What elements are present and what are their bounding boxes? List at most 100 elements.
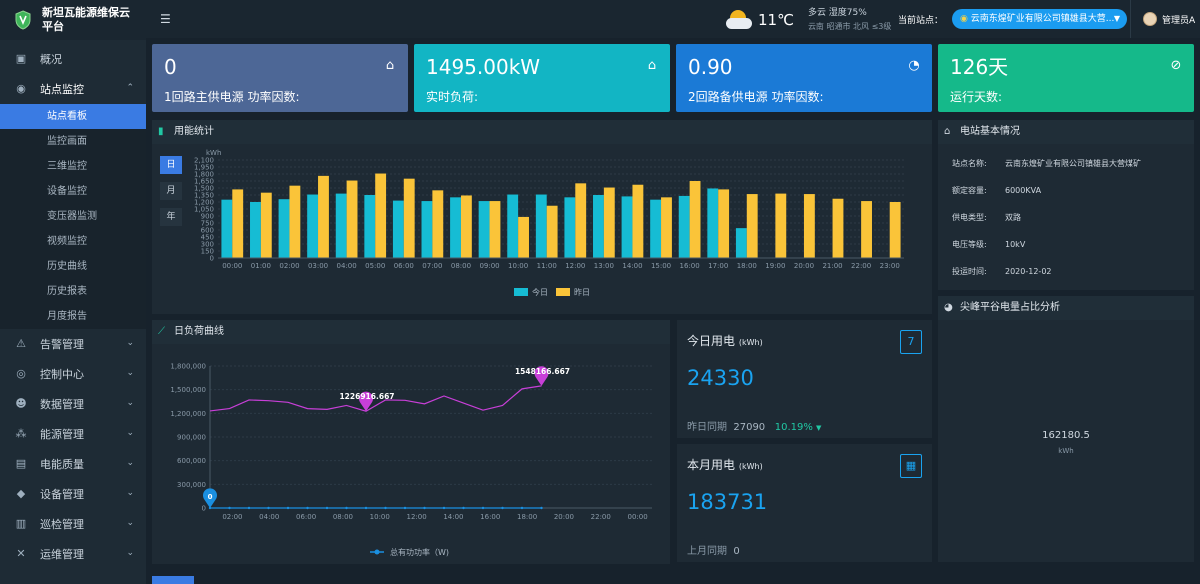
x-tick-label: 22:00 (591, 513, 611, 521)
bar-today (650, 199, 662, 258)
bar-yesterday (861, 201, 872, 258)
user-menu[interactable]: 管理员A (1130, 0, 1200, 38)
x-tick-label: 15:00 (651, 262, 671, 270)
x-tick-label: 03:00 (308, 262, 328, 270)
sidebar-subitem-4[interactable]: 变压器监测 (0, 204, 146, 229)
marker-label: 1226916.667 (339, 392, 394, 401)
period-button-2[interactable]: 年 (160, 208, 182, 226)
bar-yesterday (518, 216, 529, 258)
sidebar-subitem-1[interactable]: 监控画面 (0, 129, 146, 154)
info-value: 10kV (1005, 240, 1026, 249)
bar-yesterday (603, 187, 615, 258)
x-tick-label: 22:00 (851, 262, 871, 270)
load-curve-title: 日负荷曲线 (174, 326, 224, 337)
users-icon: ☻ (15, 397, 27, 410)
sidebar-item-4[interactable]: ☻ 数据管理 ⌄ (0, 389, 146, 419)
sidebar-item-5[interactable]: ⁂ 能源管理 ⌄ (0, 419, 146, 449)
sidebar-item-2[interactable]: ⚠ 告警管理 ⌄ (0, 329, 146, 359)
chevron-up-icon: ⌃ (126, 83, 134, 93)
peak-valley-title: 尖峰平谷电量占比分析 (960, 302, 1060, 313)
sidebar-subitem-8[interactable]: 月度报告 (0, 304, 146, 329)
legend-dot (374, 549, 380, 555)
station-info-row: 投运时间: 2020-12-02 (952, 266, 1052, 277)
bar-yesterday (232, 189, 244, 258)
y-tick-label: 1,050 (194, 206, 214, 214)
peak-valley-total: 162180.5 (1042, 430, 1090, 441)
month-energy-value: 183731 (687, 490, 768, 514)
x-tick-label: 00:00 (222, 262, 242, 270)
weather-desc: 多云 湿度75% (807, 8, 867, 18)
sidebar-item-label: 控制中心 (40, 368, 84, 381)
station-select[interactable]: ◉ 云南东煌矿业有限公司镇雄县大营... ▼ (952, 9, 1127, 29)
y-tick-label: 1,200 (194, 199, 214, 207)
weather-desc-block: 多云 湿度75% 云南 昭通市 北风 ≤3级 (808, 7, 891, 33)
power-point (520, 506, 524, 510)
power-quality-icon: ▤ (15, 457, 27, 470)
x-tick-label: 09:00 (479, 262, 499, 270)
bar-today (564, 197, 576, 258)
bar-yesterday (575, 183, 587, 258)
x-tick-label: 02:00 (279, 262, 299, 270)
sidebar-item-1[interactable]: ◉ 站点监控 ⌃ (0, 74, 146, 104)
y-tick-label: 1,350 (194, 192, 214, 200)
logo-shield-icon (15, 10, 31, 30)
panel-title: ◕ 尖峰平谷电量占比分析 (938, 296, 1194, 320)
sidebar-item-3[interactable]: ◎ 控制中心 ⌄ (0, 359, 146, 389)
down-arrow-icon: ▼ (816, 424, 822, 432)
bar-yesterday (346, 180, 358, 258)
info-value: 2020-12-02 (1005, 267, 1052, 276)
sidebar-subitem-7[interactable]: 历史报表 (0, 279, 146, 304)
sidebar-item-label: 告警管理 (40, 338, 84, 351)
sidebar-item-6[interactable]: ▤ 电能质量 ⌄ (0, 449, 146, 479)
bar-today (678, 195, 690, 258)
sidebar-item-8[interactable]: ▥ 巡检管理 ⌄ (0, 509, 146, 539)
x-tick-label: 21:00 (822, 262, 842, 270)
marker-pin (359, 391, 373, 412)
weather-temp: 11℃ (758, 11, 794, 29)
control-icon: ◎ (16, 367, 26, 380)
avatar (1143, 12, 1157, 26)
x-tick-label: 11:00 (537, 262, 557, 270)
home-icon: ⌂ (647, 58, 657, 73)
stat-card-label: 运行天数: (950, 90, 1003, 104)
energy-stats-panel: ▮ 用能统计 日月年 kWh 0 150 300 450 600 750 900 1,050 1,2… (152, 120, 932, 314)
bar-today (335, 193, 347, 258)
bar-yesterday (432, 190, 444, 258)
chevron-down-icon: ⌄ (126, 368, 134, 378)
period-button-1[interactable]: 月 (160, 182, 182, 200)
x-tick-label: 18:00 (517, 513, 537, 521)
power-point (247, 506, 251, 510)
period-button-0[interactable]: 日 (160, 156, 182, 174)
power-point (267, 506, 270, 510)
stat-card-label: 实时负荷: (426, 90, 479, 104)
sidebar-subitem-3[interactable]: 设备监控 (0, 179, 146, 204)
bar-today (507, 194, 519, 258)
y-tick-label: 300,000 (177, 481, 206, 489)
sidebar-subitem-2[interactable]: 三维监控 (0, 154, 146, 179)
y-tick-label: 900 (201, 213, 214, 221)
bar-today (421, 201, 433, 258)
panel-title: ▮ 用能统计 (152, 120, 932, 144)
sidebar-subitem-6[interactable]: 历史曲线 (0, 254, 146, 279)
sidebar-subitem-5[interactable]: 视频监控 (0, 229, 146, 254)
sidebar-item-7[interactable]: ◆ 设备管理 ⌄ (0, 479, 146, 509)
station-info-row: 额定容量: 6000KVA (952, 185, 1041, 196)
stat-card-label: 2回路备供电源 功率因数: (688, 90, 824, 104)
sidebar-subitem-0[interactable]: 站点看板 (0, 104, 146, 129)
x-tick-label: 05:00 (365, 262, 385, 270)
y-tick-label: 1,200,000 (170, 410, 206, 418)
sidebar-item-9[interactable]: ✕ 运维管理 ⌄ (0, 539, 146, 569)
top-header: ☰ 11℃ 多云 湿度75% 云南 昭通市 北风 ≤3级 当前站点： ◉ 云南东… (146, 0, 1200, 38)
y-tick-label: 600,000 (177, 457, 206, 465)
sidebar-item-0[interactable]: ▣ 概况 (0, 44, 146, 74)
bottom-tab-stub[interactable] (152, 576, 194, 584)
chevron-down-icon: ⌄ (126, 398, 134, 408)
menu-collapse-icon[interactable]: ☰ (160, 12, 171, 26)
x-tick-label: 02:00 (222, 513, 242, 521)
chevron-down-icon: ⌄ (126, 518, 134, 528)
bar-today (364, 195, 376, 258)
y-tick-label: 900,000 (177, 434, 206, 442)
bar-today (450, 197, 461, 258)
change-value: 10.19% (774, 422, 813, 433)
